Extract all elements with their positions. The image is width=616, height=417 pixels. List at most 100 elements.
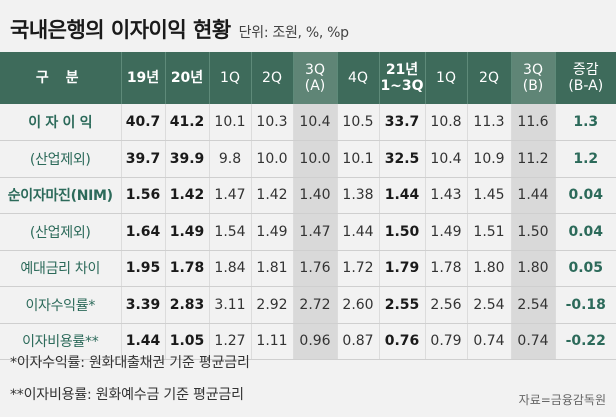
footnote-interest-cost: **이자비용률: 원화예수금 기준 평균금리 bbox=[10, 387, 244, 403]
value-cell: 1.80 bbox=[511, 250, 556, 287]
header-line: (B) bbox=[522, 78, 544, 94]
value-cell: 9.8 bbox=[209, 140, 252, 178]
value-cell: 2.56 bbox=[425, 286, 468, 324]
value-cell: 1.05 bbox=[165, 323, 210, 360]
value-cell: 39.9 bbox=[165, 140, 210, 178]
table-body: 이 자 이 익 40.7 41.2 10.1 10.3 10.4 10.5 33.7 10.8 1… bbox=[0, 104, 616, 360]
row-label: 이자수익률* bbox=[0, 286, 122, 324]
value-cell: 10.0 bbox=[293, 140, 338, 178]
value-cell: 1.42 bbox=[165, 177, 210, 214]
change-cell: 1.2 bbox=[555, 140, 616, 178]
value-cell: 10.4 bbox=[293, 104, 338, 141]
value-cell: 2.55 bbox=[379, 286, 426, 324]
header-2021-q1: 1Q bbox=[425, 52, 468, 104]
header-2021-ytd: 21년 1~3Q bbox=[379, 52, 426, 104]
value-cell: 10.1 bbox=[337, 140, 380, 178]
header-line: 증감 bbox=[572, 62, 599, 78]
change-cell: 0.04 bbox=[555, 177, 616, 214]
value-cell: 2.72 bbox=[293, 286, 338, 324]
value-cell: 11.6 bbox=[511, 104, 556, 141]
table-row: 이 자 이 익 40.7 41.2 10.1 10.3 10.4 10.5 33.7 10.8 1… bbox=[0, 104, 616, 141]
header-line: (A) bbox=[304, 78, 326, 94]
header-2021-q2: 2Q bbox=[467, 52, 512, 104]
value-cell: 1.44 bbox=[379, 177, 426, 214]
value-cell: 1.44 bbox=[511, 177, 556, 214]
header-line: 1~3Q bbox=[380, 78, 424, 94]
value-cell: 2.83 bbox=[165, 286, 210, 324]
value-cell: 0.76 bbox=[379, 323, 426, 360]
value-cell: 1.49 bbox=[251, 213, 294, 251]
value-cell: 1.84 bbox=[209, 250, 252, 287]
value-cell: 1.64 bbox=[121, 213, 166, 251]
row-label: 이자비용률** bbox=[0, 323, 122, 360]
value-cell: 1.49 bbox=[425, 213, 468, 251]
value-cell: 1.50 bbox=[379, 213, 426, 251]
value-cell: 0.74 bbox=[467, 323, 512, 360]
value-cell: 11.3 bbox=[467, 104, 512, 141]
change-cell: 0.04 bbox=[555, 213, 616, 251]
table-row: (산업제외) 1.64 1.49 1.54 1.49 1.47 1.44 1.50 1.49 1.… bbox=[0, 213, 616, 251]
value-cell: 1.76 bbox=[293, 250, 338, 287]
header-row: 구 분 19년 20년 1Q 2Q 3Q (A) 4Q 21년 1~3Q 1Q 2Q… bbox=[0, 52, 616, 104]
value-cell: 0.79 bbox=[425, 323, 468, 360]
table-row: 예대금리 차이 1.95 1.78 1.84 1.81 1.76 1.72 1.79 1.78 1… bbox=[0, 250, 616, 287]
value-cell: 1.51 bbox=[467, 213, 512, 251]
header-2021-q3-b: 3Q (B) bbox=[511, 52, 556, 104]
value-cell: 1.72 bbox=[337, 250, 380, 287]
header-line: 21년 bbox=[385, 62, 419, 78]
header-category: 구 분 bbox=[0, 52, 122, 104]
row-label: (산업제외) bbox=[0, 213, 122, 251]
value-cell: 1.78 bbox=[425, 250, 468, 287]
title-row: 국내은행의 이자이익 현황 단위: 조원, %, %p bbox=[10, 14, 349, 44]
value-cell: 2.54 bbox=[511, 286, 556, 324]
value-cell: 1.27 bbox=[209, 323, 252, 360]
value-cell: 0.87 bbox=[337, 323, 380, 360]
value-cell: 10.4 bbox=[425, 140, 468, 178]
value-cell: 1.80 bbox=[467, 250, 512, 287]
value-cell: 10.0 bbox=[251, 140, 294, 178]
value-cell: 1.78 bbox=[165, 250, 210, 287]
row-label: 이 자 이 익 bbox=[0, 104, 122, 141]
value-cell: 1.79 bbox=[379, 250, 426, 287]
header-2020-q3-a: 3Q (A) bbox=[293, 52, 338, 104]
table-row: 이자수익률* 3.39 2.83 3.11 2.92 2.72 2.60 2.55 2.56 2.… bbox=[0, 286, 616, 324]
row-label: 순이자마진(NIM) bbox=[0, 177, 122, 214]
header-2020-q4: 4Q bbox=[337, 52, 380, 104]
change-cell: 1.3 bbox=[555, 104, 616, 141]
value-cell: 1.49 bbox=[165, 213, 210, 251]
value-cell: 10.8 bbox=[425, 104, 468, 141]
header-2019: 19년 bbox=[121, 52, 166, 104]
value-cell: 1.43 bbox=[425, 177, 468, 214]
value-cell: 10.3 bbox=[251, 104, 294, 141]
unit-label: 단위: 조원, %, %p bbox=[238, 25, 349, 41]
value-cell: 33.7 bbox=[379, 104, 426, 141]
value-cell: 3.39 bbox=[121, 286, 166, 324]
value-cell: 1.54 bbox=[209, 213, 252, 251]
source-credit: 자료=금융감독원 bbox=[518, 393, 606, 407]
value-cell: 2.60 bbox=[337, 286, 380, 324]
value-cell: 41.2 bbox=[165, 104, 210, 141]
page-title: 국내은행의 이자이익 현황 bbox=[10, 18, 231, 42]
value-cell: 1.42 bbox=[251, 177, 294, 214]
value-cell: 1.56 bbox=[121, 177, 166, 214]
value-cell: 11.2 bbox=[511, 140, 556, 178]
value-cell: 0.96 bbox=[293, 323, 338, 360]
header-change: 증감 (B-A) bbox=[555, 52, 616, 104]
value-cell: 1.40 bbox=[293, 177, 338, 214]
interest-income-table: 구 분 19년 20년 1Q 2Q 3Q (A) 4Q 21년 1~3Q 1Q 2Q… bbox=[0, 52, 616, 360]
value-cell: 1.11 bbox=[251, 323, 294, 360]
value-cell: 2.54 bbox=[467, 286, 512, 324]
value-cell: 10.5 bbox=[337, 104, 380, 141]
value-cell: 2.92 bbox=[251, 286, 294, 324]
row-label: 예대금리 차이 bbox=[0, 250, 122, 287]
value-cell: 1.44 bbox=[337, 213, 380, 251]
value-cell: 0.74 bbox=[511, 323, 556, 360]
table-row: 순이자마진(NIM) 1.56 1.42 1.47 1.42 1.40 1.38 1.44 1.… bbox=[0, 177, 616, 214]
value-cell: 1.50 bbox=[511, 213, 556, 251]
value-cell: 1.81 bbox=[251, 250, 294, 287]
row-label: (산업제외) bbox=[0, 140, 122, 178]
table-row: 이자비용률** 1.44 1.05 1.27 1.11 0.96 0.87 0.76 0.79 0… bbox=[0, 323, 616, 360]
value-cell: 10.9 bbox=[467, 140, 512, 178]
header-line: 3Q bbox=[523, 62, 543, 78]
value-cell: 1.38 bbox=[337, 177, 380, 214]
